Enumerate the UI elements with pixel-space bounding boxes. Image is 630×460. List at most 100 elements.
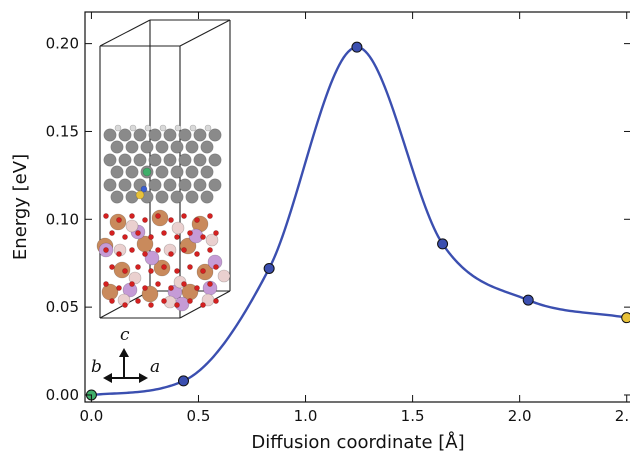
y-tick-label: 0.05 [46, 298, 79, 316]
atom-oxygen [122, 302, 128, 308]
atom-oxygen [168, 285, 174, 291]
atom-carbon [193, 153, 207, 167]
x-tick-label: 2.0 [508, 407, 532, 425]
atom-oxygen [135, 264, 141, 270]
atom-oxygen [148, 234, 154, 240]
atom-carbon [133, 128, 147, 142]
atom-carbon [163, 128, 177, 142]
atom-oxygen [207, 247, 213, 253]
atom-oxygen [161, 264, 167, 270]
atom-carbon [103, 178, 117, 192]
atom-oxygen [103, 213, 109, 219]
atom-h [159, 124, 167, 132]
atom-carbon [170, 165, 184, 179]
atom-oxygen [129, 247, 135, 253]
atom-metal [151, 209, 169, 227]
atom-oxygen [103, 247, 109, 253]
atom-carbon [178, 178, 192, 192]
lattice-axis-c-label: c [120, 325, 130, 345]
points-layer [85, 41, 630, 401]
atom-carbon [155, 165, 169, 179]
atom-carbon [200, 140, 214, 154]
data-point [522, 294, 534, 306]
atom-h [189, 124, 197, 132]
atom-oxygen [181, 281, 187, 287]
atom-carbon [118, 178, 132, 192]
atom-carbon [185, 165, 199, 179]
atom-carbon [185, 190, 199, 204]
atom-oxygen [194, 285, 200, 291]
y-tick-label: 0.00 [46, 386, 79, 404]
atom-oxygen [142, 285, 148, 291]
atom-oxygen [161, 298, 167, 304]
atom-carbon [193, 128, 207, 142]
plot-frame [84, 11, 630, 403]
y-tick-label: 0.20 [46, 35, 79, 53]
atom-light [205, 233, 219, 247]
crystal-structure-inset [96, 19, 231, 319]
lattice-axis-a-label: a [150, 357, 160, 377]
x-tick-label: 0.0 [79, 407, 103, 425]
atom-carbon [170, 140, 184, 154]
data-point [437, 238, 449, 250]
atom-oxygen [187, 264, 193, 270]
atom-carbon [155, 190, 169, 204]
atom-oxygen [187, 230, 193, 236]
atom-oxygen [187, 298, 193, 304]
atom-oxygen [174, 302, 180, 308]
atom-carbon [185, 140, 199, 154]
data-point [351, 41, 363, 53]
atom-oxygen [116, 251, 122, 257]
atom-oxygen [142, 251, 148, 257]
atom-oxygen [181, 247, 187, 253]
atom-h [204, 124, 212, 132]
atom-h [174, 124, 182, 132]
atom-oxygen [142, 217, 148, 223]
atom-carbon [118, 128, 132, 142]
atom-oxygen [168, 217, 174, 223]
atom-lithium-final [135, 190, 145, 200]
atom-path [140, 185, 148, 193]
atom-carbon [148, 178, 162, 192]
atom-carbon [103, 128, 117, 142]
atom-oxygen [174, 268, 180, 274]
atom-carbon [193, 178, 207, 192]
atom-oxygen [200, 302, 206, 308]
atom-oxygen [129, 281, 135, 287]
atom-carbon [103, 153, 117, 167]
atom-cobalt [144, 250, 160, 266]
atom-oxygen [155, 281, 161, 287]
y-tick-label: 0.10 [46, 210, 79, 228]
atom-oxygen [155, 213, 161, 219]
data-point [177, 375, 189, 387]
atom-carbon [208, 178, 222, 192]
atom-carbon [110, 190, 124, 204]
data-point [263, 262, 275, 274]
atom-oxygen [135, 298, 141, 304]
atom-oxygen [207, 281, 213, 287]
x-axis-label: Diffusion coordinate [Å] [251, 431, 464, 453]
atom-carbon [155, 140, 169, 154]
atom-carbon [148, 128, 162, 142]
lattice-axis-b-label: b [91, 357, 102, 377]
lattice-axis-indicator: c a b [91, 325, 160, 383]
atom-carbon [208, 153, 222, 167]
atom-carbon [208, 128, 222, 142]
unit-cell-edge [179, 19, 231, 47]
atom-oxygen [129, 213, 135, 219]
ticks-layer: 0.0 0.5 1.0 1.5 2.0 2.5 0.00 0.05 0.10 0.15 0.20 [46, 12, 630, 425]
atom-light [125, 219, 139, 233]
atom-oxygen [174, 234, 180, 240]
atom-carbon [200, 165, 214, 179]
atom-carbon [125, 140, 139, 154]
atom-carbon [118, 153, 132, 167]
atom-oxygen [109, 298, 115, 304]
atom-carbon [178, 128, 192, 142]
atom-oxygen [116, 217, 122, 223]
atom-oxygen [116, 285, 122, 291]
atom-oxygen [213, 298, 219, 304]
atom-h [129, 124, 137, 132]
atom-carbon [110, 165, 124, 179]
atom-oxygen [161, 230, 167, 236]
